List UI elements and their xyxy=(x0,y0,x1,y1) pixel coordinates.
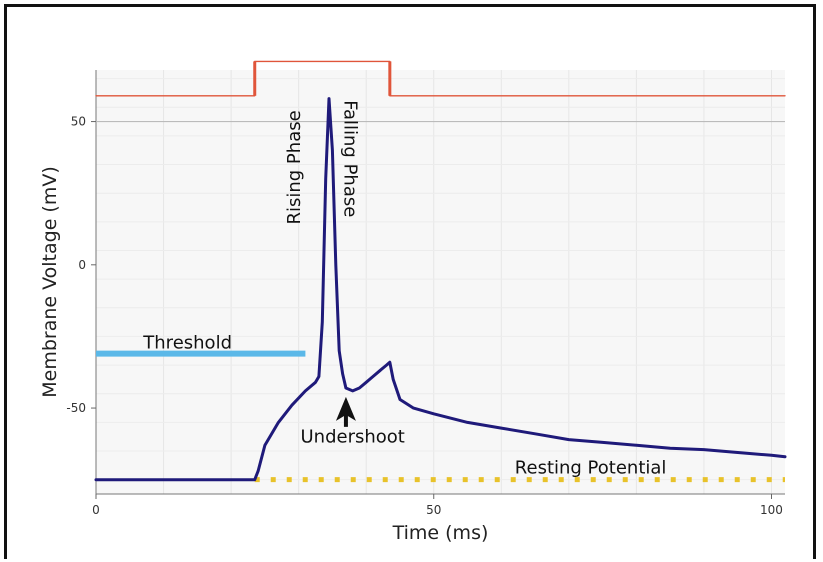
y-tick-label: 50 xyxy=(71,115,86,129)
x-tick-label: 100 xyxy=(760,503,783,517)
membrane-voltage-line xyxy=(94,97,787,482)
annotations: Threshold Resting Potential Rising Phase Fa… xyxy=(142,100,666,478)
grid xyxy=(95,70,785,494)
x-tick-label: 0 xyxy=(92,503,100,517)
axes: 0 50 100 50 0 -50 xyxy=(66,70,785,517)
y-tick-label: 0 xyxy=(78,258,86,272)
resting-potential-label: Resting Potential xyxy=(515,458,667,479)
series xyxy=(94,60,787,482)
plot-area xyxy=(96,70,785,494)
x-axis-label: Time (ms) xyxy=(392,522,489,544)
arrow-head xyxy=(335,396,356,421)
stimulus-line xyxy=(95,60,786,97)
reference-lines xyxy=(96,120,785,483)
annotation-undershoot: Undershoot xyxy=(301,426,405,447)
annotation-rising-phase: Rising Phase xyxy=(284,110,305,224)
y-tick-label: -50 xyxy=(66,401,86,415)
x-tick-label: 50 xyxy=(426,503,441,517)
y-axis-label: Membrane Voltage (mV) xyxy=(39,166,61,398)
annotation-falling-phase: Falling Phase xyxy=(340,100,361,217)
threshold-label: Threshold xyxy=(142,333,232,354)
